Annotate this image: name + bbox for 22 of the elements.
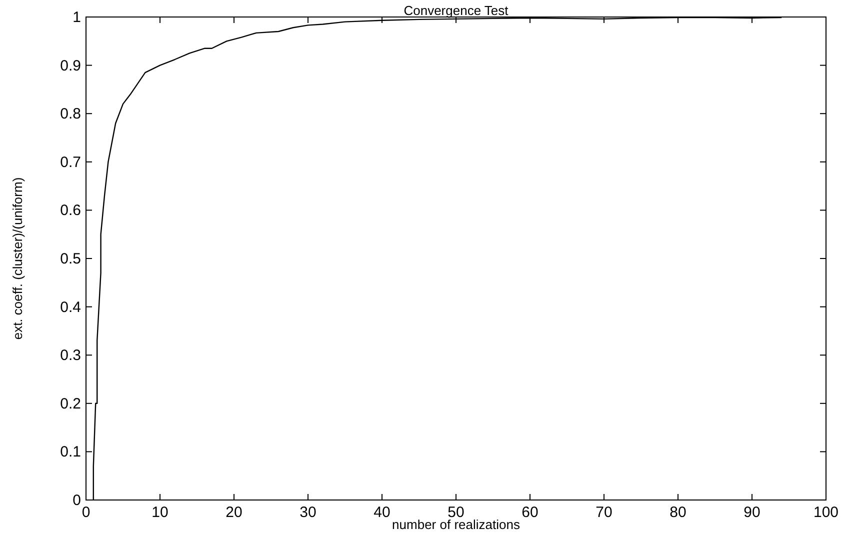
y-tick-label: 0.7: [60, 154, 81, 171]
y-tick-label: 0.5: [60, 250, 81, 268]
y-tick-label: 0.6: [60, 202, 81, 220]
x-tick-label: 80: [670, 504, 686, 521]
y-tick-label: 0.9: [60, 57, 81, 74]
y-tick-label: 0.4: [60, 298, 81, 316]
y-tick-label: 0.1: [60, 444, 81, 461]
x-tick-label: 100: [813, 504, 839, 521]
y-tick-label: 0.8: [60, 106, 81, 123]
x-tick-label: 10: [152, 504, 168, 521]
x-tick-label: 90: [744, 504, 760, 521]
chart-title: Convergence Test: [404, 3, 509, 18]
x-tick-label: 60: [522, 504, 538, 521]
x-tick-label: 40: [374, 504, 390, 521]
y-tick-label: 0: [72, 492, 81, 509]
x-tick-label: 70: [596, 504, 612, 521]
y-axis-title: ext. coeff. (cluster)/(uniform): [10, 177, 25, 340]
x-tick-label: 20: [226, 504, 242, 521]
y-tick-label: 1: [72, 9, 81, 26]
y-tick-label: 0.3: [60, 347, 81, 364]
y-tick-label: 0.2: [60, 395, 81, 412]
x-tick-label: 30: [300, 504, 316, 521]
